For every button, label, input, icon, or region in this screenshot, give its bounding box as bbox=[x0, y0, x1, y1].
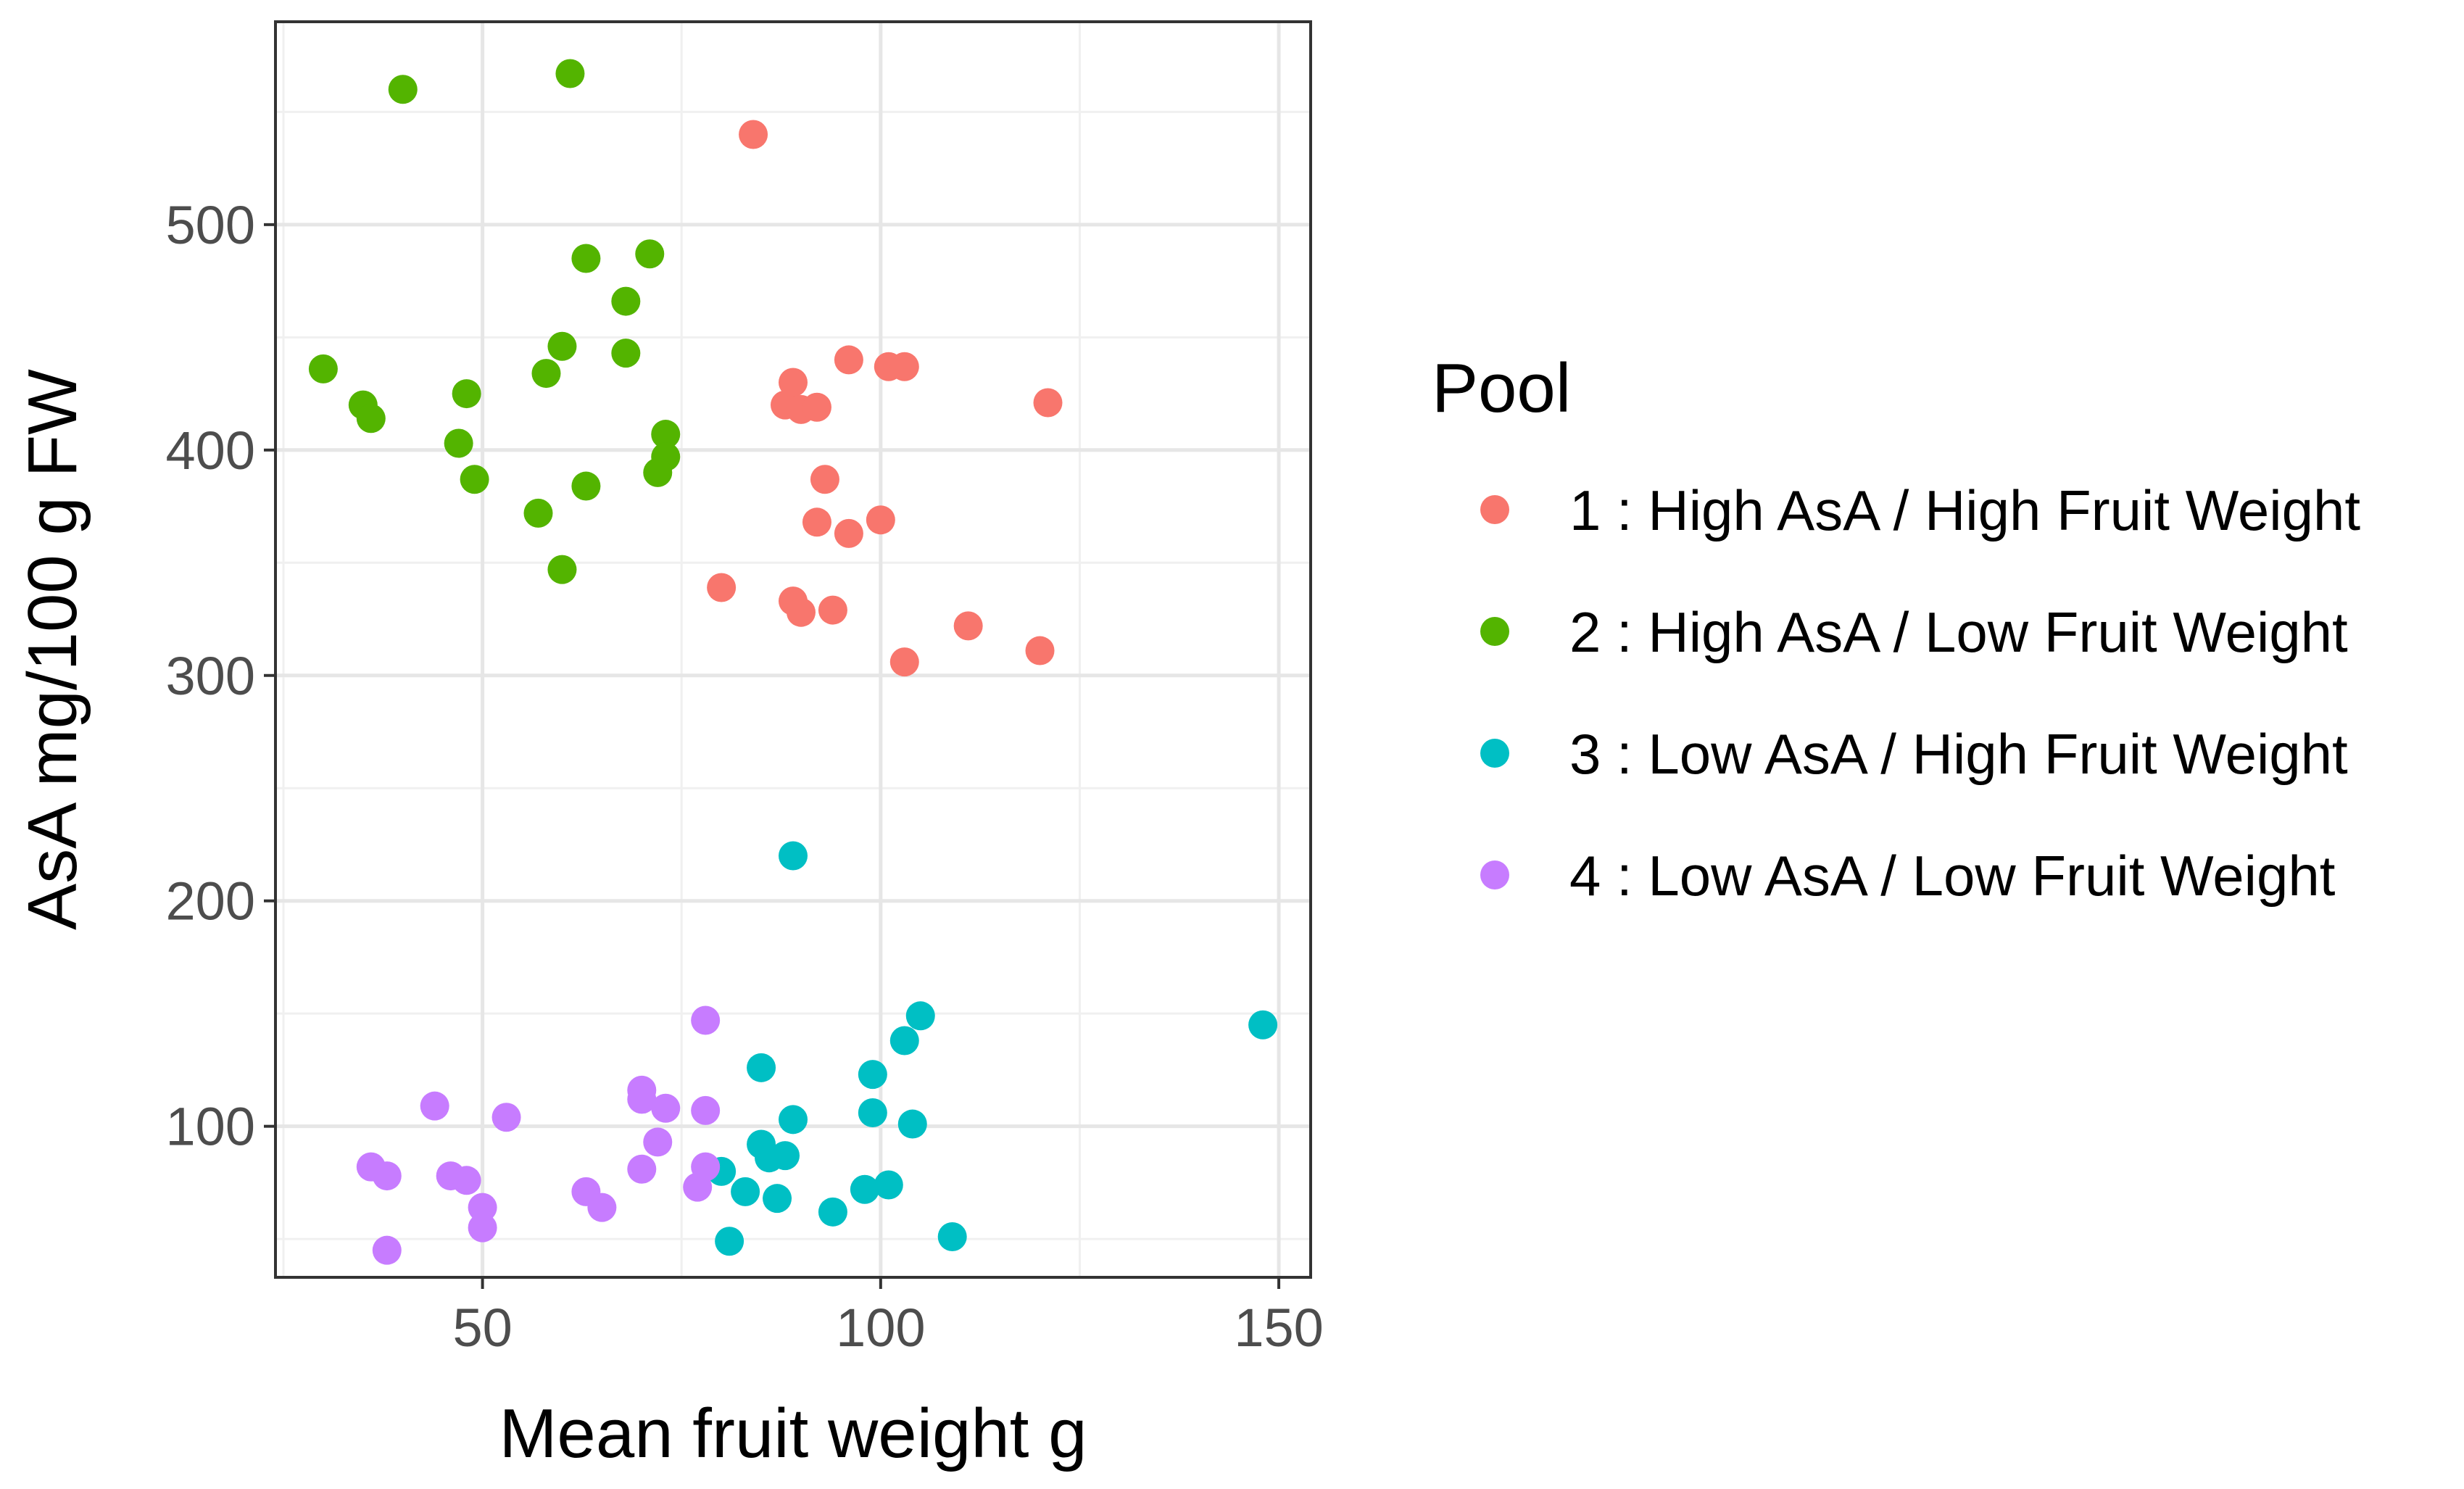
point-series-1 bbox=[834, 518, 863, 548]
point-series-2 bbox=[452, 379, 481, 409]
point-series-2 bbox=[571, 471, 601, 501]
minor-gridlines bbox=[275, 22, 1311, 1277]
legend-label-2: 2 : High AsA / Low Fruit Weight bbox=[1569, 600, 2348, 664]
point-series-1 bbox=[707, 573, 737, 602]
point-series-1 bbox=[834, 345, 863, 375]
point-series-4 bbox=[491, 1103, 521, 1132]
point-series-4 bbox=[587, 1193, 617, 1222]
point-series-1 bbox=[779, 368, 808, 397]
y-axis-title: AsA mg/100 g FW bbox=[14, 369, 91, 930]
point-series-2 bbox=[643, 457, 673, 487]
point-series-4 bbox=[452, 1166, 481, 1195]
point-series-3 bbox=[858, 1060, 887, 1090]
data-points bbox=[308, 59, 1278, 1265]
legend-key-3 bbox=[1480, 739, 1509, 768]
point-series-3 bbox=[874, 1170, 903, 1200]
point-series-2 bbox=[523, 498, 553, 528]
point-series-4 bbox=[627, 1084, 657, 1114]
point-series-2 bbox=[460, 465, 489, 494]
point-series-4 bbox=[691, 1095, 721, 1125]
point-series-1 bbox=[818, 595, 847, 625]
point-series-4 bbox=[468, 1193, 497, 1222]
point-series-2 bbox=[611, 286, 641, 316]
point-series-2 bbox=[444, 428, 473, 458]
x-tick-label: 100 bbox=[836, 1298, 925, 1358]
legend-key-2 bbox=[1480, 617, 1509, 646]
legend-title: Pool bbox=[1432, 349, 1571, 427]
panel-background bbox=[275, 22, 1311, 1277]
legend-label-3: 3 : Low AsA / High Fruit Weight bbox=[1569, 722, 2348, 786]
point-series-1 bbox=[866, 505, 895, 535]
point-series-2 bbox=[651, 420, 681, 449]
point-series-3 bbox=[889, 1026, 919, 1055]
point-series-2 bbox=[611, 339, 641, 368]
point-series-1 bbox=[786, 597, 816, 627]
point-series-3 bbox=[771, 1141, 800, 1171]
point-series-3 bbox=[858, 1098, 887, 1128]
x-axis-title: Mean fruit weight g bbox=[499, 1395, 1087, 1472]
point-series-4 bbox=[468, 1213, 497, 1243]
point-series-1 bbox=[889, 352, 919, 381]
point-series-2 bbox=[571, 244, 601, 273]
point-series-3 bbox=[850, 1174, 879, 1204]
point-series-3 bbox=[937, 1222, 967, 1252]
point-series-3 bbox=[818, 1197, 847, 1227]
point-series-3 bbox=[1248, 1010, 1278, 1040]
legend-label-1: 1 : High AsA / High Fruit Weight bbox=[1569, 478, 2360, 542]
point-series-1 bbox=[802, 392, 831, 422]
x-tick-label: 150 bbox=[1234, 1298, 1323, 1358]
point-series-4 bbox=[372, 1161, 402, 1191]
point-series-4 bbox=[627, 1154, 657, 1184]
y-axis-ticks: 100 200 300 400 500 bbox=[166, 195, 275, 1157]
point-series-4 bbox=[372, 1235, 402, 1265]
point-series-3 bbox=[779, 1105, 808, 1135]
point-series-2 bbox=[547, 331, 577, 361]
point-series-3 bbox=[905, 1001, 935, 1031]
legend-key-1 bbox=[1480, 495, 1509, 524]
x-tick-label: 50 bbox=[452, 1298, 512, 1358]
point-series-4 bbox=[420, 1091, 449, 1121]
point-series-3 bbox=[747, 1053, 776, 1082]
y-tick-label: 500 bbox=[166, 195, 255, 255]
point-series-2 bbox=[308, 354, 338, 383]
point-series-1 bbox=[1033, 388, 1063, 418]
point-series-2 bbox=[555, 59, 585, 88]
point-series-3 bbox=[763, 1184, 792, 1214]
y-tick-label: 100 bbox=[166, 1097, 255, 1157]
y-tick-label: 300 bbox=[166, 646, 255, 706]
point-series-2 bbox=[356, 404, 386, 434]
y-tick-label: 400 bbox=[166, 420, 255, 481]
y-tick-label: 200 bbox=[166, 871, 255, 932]
legend-key-4 bbox=[1480, 860, 1509, 889]
legend-label-4: 4 : Low AsA / Low Fruit Weight bbox=[1569, 844, 2336, 908]
point-series-1 bbox=[802, 507, 831, 537]
point-series-1 bbox=[739, 120, 768, 149]
point-series-3 bbox=[715, 1227, 744, 1256]
point-series-1 bbox=[1025, 636, 1055, 665]
point-series-3 bbox=[779, 841, 808, 871]
point-series-2 bbox=[547, 555, 577, 584]
point-series-2 bbox=[635, 239, 665, 269]
point-series-3 bbox=[897, 1109, 927, 1139]
point-series-3 bbox=[731, 1177, 760, 1206]
point-series-1 bbox=[810, 465, 839, 494]
point-series-1 bbox=[889, 647, 919, 677]
point-series-2 bbox=[388, 75, 418, 104]
point-series-1 bbox=[953, 611, 983, 641]
x-axis-ticks: 50 100 150 bbox=[452, 1277, 1324, 1358]
point-series-4 bbox=[683, 1172, 713, 1202]
point-series-2 bbox=[531, 359, 561, 389]
legend: 1 : High AsA / High Fruit Weight 2 : High… bbox=[1480, 478, 2360, 908]
point-series-4 bbox=[643, 1127, 673, 1157]
panel-border bbox=[274, 20, 1312, 1279]
point-series-4 bbox=[691, 1005, 721, 1035]
point-series-4 bbox=[651, 1093, 681, 1123]
